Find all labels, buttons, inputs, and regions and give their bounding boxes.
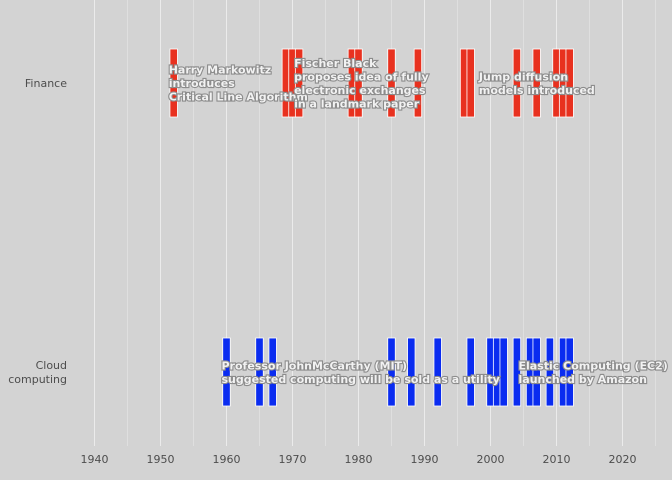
annotation-text: Fischer Black xyxy=(294,57,377,70)
x-tick-label: 1970 xyxy=(279,453,307,466)
annotation-text: in a landmark paper xyxy=(294,97,420,110)
event-bar xyxy=(512,337,522,407)
event-bar xyxy=(466,337,475,407)
event-bar xyxy=(499,337,508,407)
annotation-text: suggested computing will be sold as a ut… xyxy=(222,373,500,386)
x-tick-label: 1980 xyxy=(345,453,373,466)
x-tick-label: 1940 xyxy=(81,453,109,466)
event-bar xyxy=(387,48,396,118)
annotation-text: electronic exchanges xyxy=(294,84,426,97)
x-tick-label: 2000 xyxy=(477,453,505,466)
event-bar xyxy=(354,48,363,118)
event-bar xyxy=(387,337,396,407)
event-bar xyxy=(255,337,264,407)
x-axis-ticks: 1940 1950 1960 1970 1980 1990 2000 2010 2020 xyxy=(81,453,637,466)
grid-lines xyxy=(94,0,656,446)
x-tick-label: 1960 xyxy=(213,453,241,466)
annotation-text: proposes idea of fully xyxy=(294,70,429,83)
event-bar xyxy=(294,48,304,118)
event-bar xyxy=(545,337,555,407)
annotation-text: Jump diffusion xyxy=(478,70,568,83)
event-bar xyxy=(433,337,442,407)
category-label: Cloud xyxy=(36,359,67,372)
event-marks xyxy=(169,48,574,407)
annotation-text: Harry Markowitz xyxy=(169,64,271,77)
event-bar xyxy=(413,48,423,118)
annotation-text: launched by Amazon xyxy=(519,373,647,386)
x-tick-label: 2020 xyxy=(609,453,637,466)
event-bar xyxy=(512,48,522,118)
category-label: Finance xyxy=(25,77,67,90)
x-tick-label: 2010 xyxy=(543,453,571,466)
event-bar xyxy=(466,48,475,118)
event-bar xyxy=(407,337,416,407)
x-tick-label: 1950 xyxy=(147,453,175,466)
annotation-text: models introduced xyxy=(479,84,595,97)
event-bar xyxy=(565,48,574,118)
event-bar xyxy=(169,48,178,118)
annotation-text: Critical Line Algorithm xyxy=(169,91,308,104)
event-bar xyxy=(565,337,574,407)
event-bar xyxy=(222,337,231,407)
event-bar xyxy=(532,48,541,118)
x-tick-label: 1990 xyxy=(411,453,439,466)
event-bar xyxy=(532,337,541,407)
annotation-text: introduces xyxy=(169,77,236,90)
category-label: computing xyxy=(8,373,67,386)
annotation-text: Elastic Computing (EC2) xyxy=(519,359,668,372)
event-bar xyxy=(268,337,277,407)
annotation-text: Professor JohnMcCarthy (MIT) xyxy=(222,359,408,372)
